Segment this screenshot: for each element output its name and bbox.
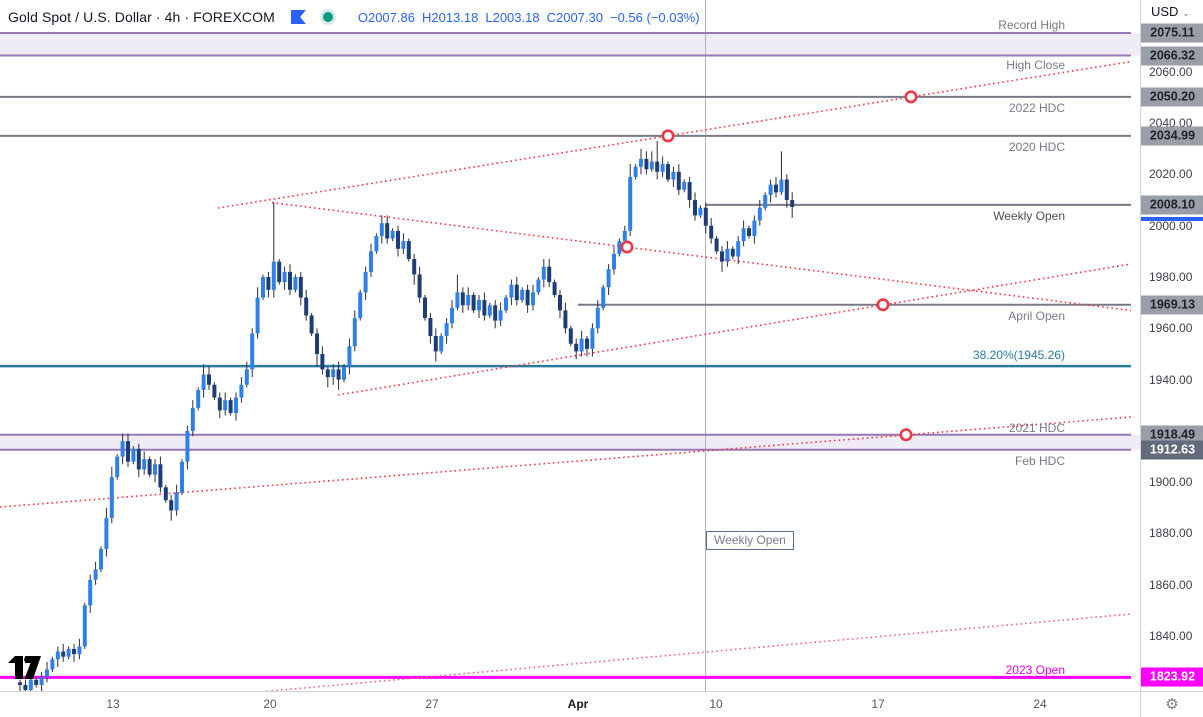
level-label-2023-open: 2023 Open: [1005, 663, 1065, 677]
feb-hdc-zone: [0, 434, 1140, 450]
price-badge: 2066.32: [1141, 46, 1203, 65]
chart-legend[interactable]: Gold Spot / U.S. Dollar · 4h · FOREXCOM …: [8, 6, 707, 28]
price-tick: 2000.00: [1149, 218, 1193, 233]
weekly-open-vline-label[interactable]: Weekly Open: [706, 531, 794, 550]
price-badge: 1918.49: [1141, 425, 1203, 445]
level-label-high-close: High Close: [1006, 58, 1065, 72]
trendline-rising-resistance[interactable]: [217, 60, 1132, 209]
ohlc-low: L2003.18: [485, 9, 540, 25]
time-tick: 20: [263, 697, 277, 711]
time-tick: 17: [871, 697, 885, 711]
time-tick: Apr: [567, 697, 589, 711]
candle-bodies: [18, 158, 795, 691]
time-tick: 27: [425, 697, 439, 711]
alert-marker-alert-breakout[interactable]: [620, 240, 634, 254]
gear-icon[interactable]: ⚙: [1165, 696, 1179, 713]
last-price-marker: [1141, 217, 1203, 221]
level-label-fib-382: 38.20%(1945.26): [972, 348, 1065, 362]
level-label-april-open: April Open: [1008, 309, 1065, 323]
trendline-falling-from-spike[interactable]: [271, 201, 1132, 312]
alert-marker-alert-2022hdc[interactable]: [904, 90, 918, 104]
axis-settings-corner: ⚙: [1140, 691, 1203, 717]
price-tick: 1960.00: [1149, 321, 1193, 336]
price-axis[interactable]: USD ⌄ 2060.00 2040.00 2020.00 2000.00 1980.0…: [1140, 0, 1203, 691]
trendline-rising-support-pink[interactable]: [248, 613, 1132, 691]
price-tick: 1900.00: [1149, 475, 1193, 490]
price-badge: 1969.13: [1141, 295, 1203, 315]
price-badge: 1823.92: [1141, 667, 1203, 687]
tradingview-logo: [8, 656, 41, 679]
price-tick: 2020.00: [1149, 167, 1193, 182]
level-label-feb-hdc: Feb HDC: [1014, 454, 1065, 468]
market-status-icon[interactable]: [319, 9, 336, 25]
symbol-title[interactable]: Gold Spot / U.S. Dollar · 4h · FOREXCOM: [8, 9, 275, 25]
level-label-2022-hdc: 2022 HDC: [1008, 101, 1065, 115]
ohlc-readout: O2007.86 H2013.18 L2003.18 C2007.30 −0.56 (−…: [358, 10, 707, 25]
currency-dropdown[interactable]: USD ⌄: [1151, 4, 1190, 19]
price-badge: 2050.20: [1141, 87, 1203, 107]
time-tick: 24: [1033, 697, 1047, 711]
alert-marker-alert-2020hdc[interactable]: [661, 129, 675, 143]
time-tick: 10: [709, 697, 723, 711]
price-badge: 2008.10: [1141, 195, 1203, 215]
alert-marker-alert-2021hdc[interactable]: [899, 428, 913, 442]
price-tick: 1860.00: [1149, 577, 1193, 592]
flag-icon[interactable]: [290, 10, 306, 24]
price-badge: 2075.11: [1141, 23, 1203, 43]
ohlc-high: H2013.18: [421, 9, 479, 25]
price-tick: 2060.00: [1149, 64, 1193, 79]
time-axis[interactable]: 13 20 27 Apr 10 17 24: [0, 691, 1140, 717]
record-high-zone: [0, 33, 1140, 56]
alert-marker-alert-april-open[interactable]: [876, 298, 890, 312]
level-label-record-high: Record High: [998, 18, 1065, 32]
ohlc-change: −0.56 (−0.03%): [609, 9, 700, 25]
level-label-2021-hdc: 2021 HDC: [1008, 421, 1065, 435]
time-tick: 13: [106, 697, 120, 711]
price-tick: 1980.00: [1149, 269, 1193, 284]
level-label-2020-hdc: 2020 HDC: [1008, 140, 1065, 154]
price-tick: 1940.00: [1149, 372, 1193, 387]
level-label-weekly-open: Weekly Open: [993, 209, 1065, 223]
chart-plot-area[interactable]: Weekly Open Gold Spot / U.S. Dollar · 4h…: [0, 0, 1140, 691]
price-badge: 2034.99: [1141, 126, 1203, 146]
trendline-rising-support-low[interactable]: [0, 416, 1132, 508]
price-tick: 1880.00: [1149, 526, 1193, 541]
ohlc-open: O2007.86: [357, 9, 415, 25]
price-badge: 1912.63: [1141, 440, 1203, 460]
ohlc-close: C2007.30: [546, 9, 603, 25]
candlestick-chart-canvas[interactable]: [0, 0, 1140, 691]
price-tick: 1840.00: [1149, 629, 1193, 643]
candle-wicks: [19, 141, 793, 691]
chevron-down-icon: ⌄: [1182, 8, 1190, 18]
currency-label: USD: [1151, 4, 1179, 19]
